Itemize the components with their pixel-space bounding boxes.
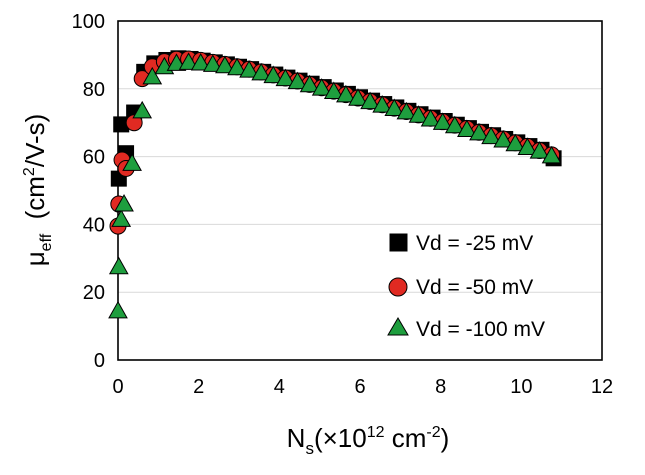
data-point-triangle	[360, 91, 380, 110]
data-point-triangle	[108, 300, 128, 319]
y-axis-label: μeff (cm2/V-s)	[20, 114, 55, 267]
legend-square-marker	[389, 233, 408, 252]
data-points	[108, 50, 562, 319]
x-tick-label: 2	[193, 376, 204, 398]
legend-entry-vd-25: Vd = -25 mV	[389, 232, 533, 255]
data-point-triangle	[541, 145, 562, 164]
data-point-triangle	[190, 53, 211, 71]
x-tick-label: 0	[112, 376, 123, 398]
y-tick-label: 40	[83, 214, 105, 236]
data-point-triangle	[444, 115, 465, 134]
data-point-triangle	[469, 122, 489, 141]
data-point-triangle	[323, 81, 344, 100]
x-axis-label-sup: 12	[367, 424, 385, 441]
data-point-triangle	[420, 108, 441, 127]
data-point-triangle	[457, 119, 477, 137]
x-tick-label: 6	[354, 376, 365, 398]
data-point-triangle	[396, 101, 417, 120]
y-axis-label-tail: /V-s)	[20, 114, 50, 167]
legend-label-vd-50: Vd = -50 mV	[416, 276, 533, 299]
data-point-triangle	[311, 78, 332, 96]
y-tick-label: 60	[83, 147, 105, 169]
y-axis-label-rest: (cm	[20, 176, 50, 234]
y-tick-labels: 0 20 40 60 80 100	[72, 11, 105, 372]
data-point-triangle	[384, 98, 405, 116]
data-point-triangle	[505, 133, 526, 152]
data-point-triangle	[348, 88, 368, 106]
data-point-triangle	[178, 52, 199, 70]
data-point-triangle	[408, 105, 429, 123]
plot-area-frame	[117, 20, 603, 361]
y-axis-label-sup: 2	[21, 167, 38, 176]
data-point-triangle	[142, 66, 163, 85]
x-tick-label: 12	[591, 376, 613, 398]
y-axis-label-main: μ	[20, 251, 50, 266]
legend-circle-marker	[388, 277, 408, 297]
data-point-triangle	[287, 71, 308, 90]
data-point-triangle	[111, 209, 132, 227]
legend-entry-vd-50: Vd = -50 mV	[388, 276, 533, 299]
x-axis-label-main: N	[287, 423, 306, 453]
data-point-triangle	[215, 55, 235, 74]
x-axis-label-rest: (×10	[314, 423, 367, 453]
x-tick-label: 10	[510, 376, 532, 398]
data-point-triangle	[227, 57, 247, 76]
data-point-triangle	[432, 112, 453, 130]
data-point-triangle	[275, 68, 296, 87]
data-point-triangle	[202, 54, 223, 72]
data-point-triangle	[122, 153, 142, 171]
data-point-triangle	[517, 137, 538, 155]
legend-entry-vd-100: Vd = -100 mV	[387, 317, 545, 341]
data-point-triangle	[529, 141, 550, 159]
data-point-triangle	[251, 62, 272, 81]
data-point-triangle	[132, 100, 153, 119]
legend-label-vd-25: Vd = -25 mV	[416, 232, 533, 255]
x-axis-label-mid: cm	[385, 423, 427, 453]
gridlines	[118, 88, 602, 293]
legend: Vd = -25 mV Vd = -50 mV Vd = -100 mV	[387, 232, 545, 341]
data-point-triangle	[114, 194, 134, 212]
x-axis-label-tail: )	[441, 423, 450, 453]
y-tick-label: 80	[83, 79, 105, 101]
y-axis-label-sub: eff	[38, 233, 55, 251]
data-point-triangle	[481, 126, 501, 145]
x-tick-label: 8	[435, 376, 446, 398]
x-tick-labels: 0 2 4 6 8 10 12	[112, 376, 613, 398]
data-point-triangle	[372, 95, 393, 113]
y-tick-label: 0	[94, 350, 105, 372]
x-axis-label-sub: s	[305, 439, 314, 458]
y-tick-label: 100	[72, 11, 105, 33]
data-point-triangle	[239, 60, 259, 78]
data-point-triangle	[263, 65, 284, 84]
x-tick-label: 4	[274, 376, 285, 398]
x-axis-label-sup2: -2	[426, 424, 440, 441]
data-point-triangle	[493, 129, 514, 148]
x-axis-label: Ns(×1012 cm-2)	[287, 423, 450, 458]
data-point-triangle	[108, 256, 129, 275]
legend-label-vd-100: Vd = -100 mV	[416, 318, 545, 341]
data-point-triangle	[299, 74, 320, 93]
legend-triangle-marker	[387, 317, 409, 336]
y-tick-label: 20	[83, 282, 105, 304]
data-point-triangle	[336, 84, 356, 103]
data-point-circle	[125, 114, 143, 132]
